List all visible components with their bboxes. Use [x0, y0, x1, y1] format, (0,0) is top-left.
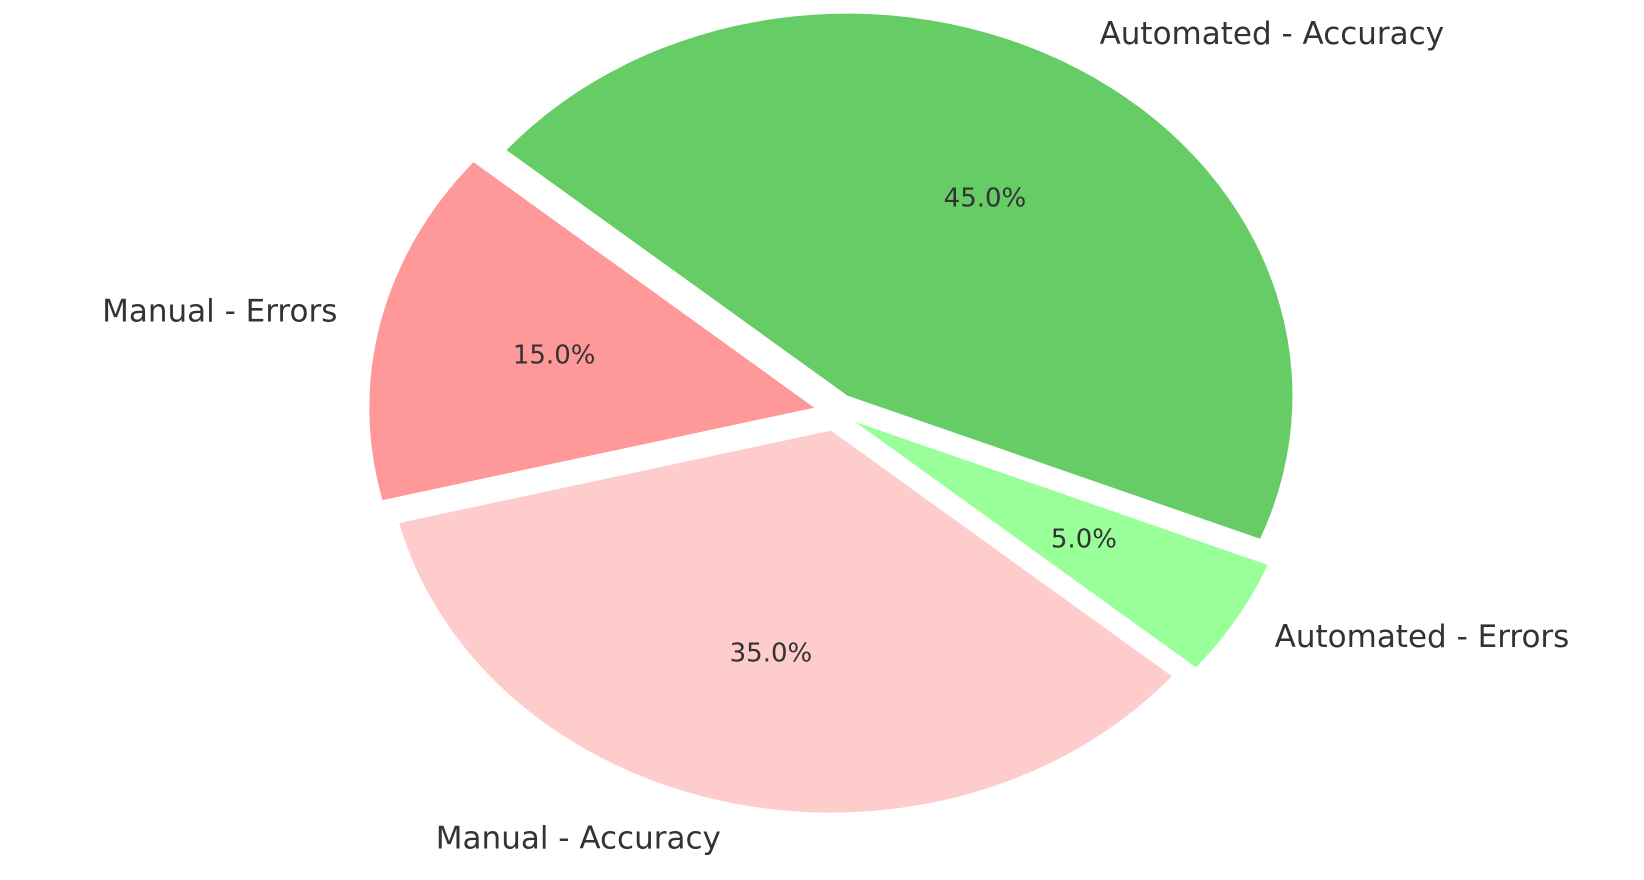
slice-label: Automated - Errors	[1275, 619, 1570, 655]
pie-slice	[399, 430, 1172, 813]
slice-label: Manual - Accuracy	[436, 821, 721, 857]
percent-label: 15.0%	[513, 341, 596, 371]
percent-label: 5.0%	[1051, 524, 1117, 554]
pie-slice	[369, 162, 815, 501]
pie-slice	[506, 13, 1293, 539]
percent-label: 45.0%	[944, 184, 1027, 214]
pie-slice	[855, 421, 1268, 668]
slice-label: Manual - Errors	[102, 294, 337, 330]
slice-label: Automated - Accuracy	[1100, 16, 1445, 52]
percent-label: 35.0%	[730, 638, 813, 668]
